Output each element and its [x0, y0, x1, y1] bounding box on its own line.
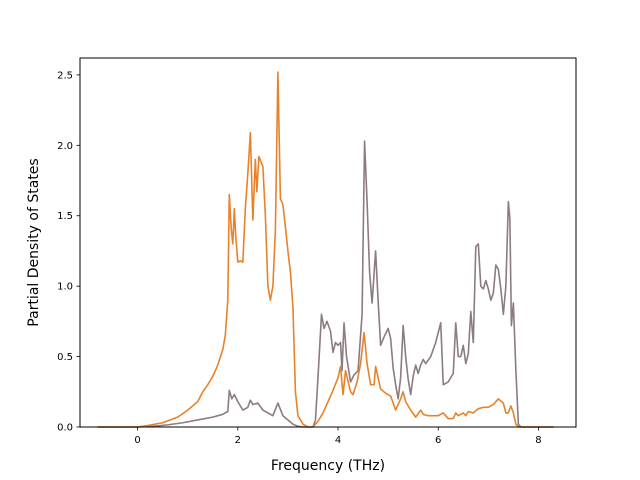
x-tick-label: 8: [535, 435, 541, 446]
x-tick-label: 0: [134, 435, 140, 446]
x-tick-label: 2: [235, 435, 241, 446]
x-tick-label: 6: [435, 435, 441, 446]
y-tick-label: 2.0: [57, 141, 73, 152]
y-axis: 0.0 0.5 1.0 1.5 2.0 2.5: [57, 70, 80, 434]
x-axis-label: Frequency (THz): [271, 458, 385, 474]
series-line-1: [97, 140, 554, 428]
y-tick-label: 0.5: [57, 352, 73, 363]
y-axis-label: Partial Density of States: [26, 158, 42, 326]
plot-frame: [79, 57, 577, 428]
y-tick-label: 0.0: [57, 423, 73, 434]
y-tick-label: 2.5: [57, 70, 73, 81]
plot-area-background: [80, 58, 576, 427]
x-axis: 0 2 4 6 8: [134, 427, 542, 446]
x-tick-label: 4: [335, 435, 341, 446]
y-tick-label: 1.0: [57, 282, 73, 293]
y-tick-label: 1.5: [57, 211, 73, 222]
series-layer: [97, 71, 554, 428]
series-line-2: [97, 71, 554, 428]
